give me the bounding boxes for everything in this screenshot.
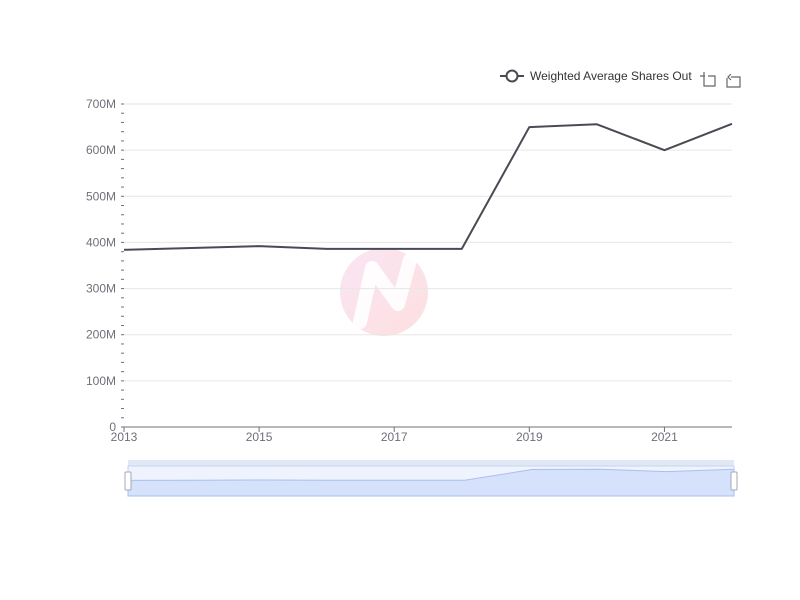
axes [121, 103, 732, 432]
x-tick-label: 2013 [111, 430, 138, 444]
y-tick-label: 200M [86, 328, 116, 342]
legend-marker-icon [505, 69, 519, 83]
slider-top-bar[interactable] [128, 460, 734, 466]
series-layer [123, 122, 733, 251]
watermark-logo-icon [340, 248, 428, 336]
y-tick-label: 600M [86, 143, 116, 157]
slider-handle-left[interactable] [124, 471, 132, 491]
series-line [123, 122, 733, 251]
legend[interactable]: Weighted Average Shares Out [500, 69, 692, 83]
x-tick-label: 2021 [651, 430, 678, 444]
y-tick-label: 400M [86, 235, 116, 249]
slider-preview-area [127, 468, 735, 497]
y-tick-label: 100M [86, 374, 116, 388]
restore-icon[interactable] [726, 73, 741, 88]
y-tick-label: 300M [86, 282, 116, 296]
y-tick-label: 700M [86, 97, 116, 111]
x-tick-label: 2019 [516, 430, 543, 444]
grid-lines [124, 103, 732, 382]
y-tick-label: 500M [86, 189, 116, 203]
tick-labels: 0 100M 200M 300M 400M 500M 600M 700M 2013 2015 201… [86, 97, 678, 444]
y-tick-label: 0 [109, 420, 116, 434]
zoom-icon[interactable] [700, 72, 716, 87]
slider-handle-right[interactable] [730, 471, 738, 491]
legend-label: Weighted Average Shares Out [530, 69, 692, 83]
x-tick-label: 2017 [381, 430, 408, 444]
x-tick-label: 2015 [246, 430, 273, 444]
data-zoom-slider[interactable] [124, 460, 738, 497]
